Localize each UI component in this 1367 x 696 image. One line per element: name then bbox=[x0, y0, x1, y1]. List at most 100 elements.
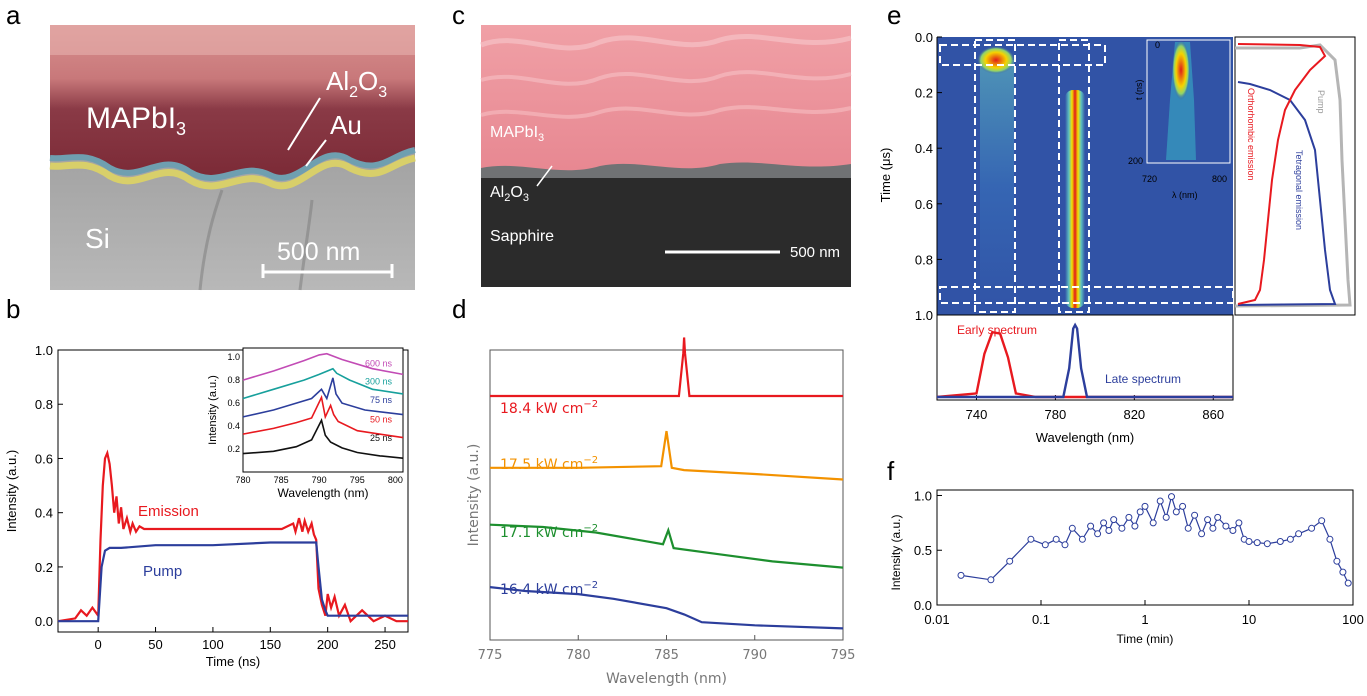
profile-label-pump: Pump bbox=[1316, 90, 1326, 114]
sem-a-si-label: Si bbox=[85, 223, 110, 254]
b-inset-series-1 bbox=[242, 367, 404, 400]
selection-boxes bbox=[939, 39, 1234, 313]
b-inset-ytick: 0.8 bbox=[227, 375, 240, 385]
f-xlabel: Time (min) bbox=[1117, 632, 1174, 646]
b-inset-series-label: 50 ns bbox=[370, 415, 393, 425]
sem-image-a: MAPbI3 Al2O3 Au Si 500 nm bbox=[49, 25, 416, 291]
b-inset-series-4 bbox=[242, 418, 404, 459]
f-data-point bbox=[1131, 522, 1139, 530]
f-xtick-label: 0.1 bbox=[1032, 612, 1050, 627]
b-xlabel: Time (ns) bbox=[206, 654, 260, 669]
f-data-point bbox=[1041, 541, 1049, 549]
b-ytick-label: 0.0 bbox=[35, 614, 53, 629]
panel-label-a: a bbox=[6, 0, 21, 30]
b-inset-xtick: 790 bbox=[312, 475, 327, 485]
panel-label-c: c bbox=[452, 0, 465, 30]
f-data-point bbox=[1308, 524, 1316, 532]
f-data-point bbox=[1295, 530, 1303, 538]
f-data-point bbox=[1276, 538, 1284, 545]
f-data-point bbox=[957, 571, 965, 579]
f-data-point bbox=[1326, 535, 1334, 543]
f-xtick-label: 100 bbox=[1342, 612, 1364, 627]
f-xtick-label: 1 bbox=[1141, 612, 1148, 627]
b-inset-xtick: 780 bbox=[235, 475, 250, 485]
f-data-point bbox=[1245, 538, 1253, 545]
b-plot-frame bbox=[57, 349, 409, 633]
d-series-label-1: 17.5 kW cm−2 bbox=[500, 455, 598, 473]
profile-tetragonal bbox=[1237, 81, 1337, 306]
d-series-1 bbox=[490, 430, 844, 481]
f-data-point bbox=[1052, 535, 1060, 543]
sem-c-sapphire-label: Sapphire bbox=[490, 228, 554, 245]
b-xtick-label: 150 bbox=[259, 637, 281, 652]
b-annotation-pump: Pump bbox=[143, 563, 182, 580]
e-ytick-label: 0.0 bbox=[915, 30, 933, 45]
e-ytick-label: 0.4 bbox=[915, 141, 933, 156]
d-series-label-3: 16.4 kW cm−2 bbox=[500, 580, 598, 598]
f-data-point bbox=[1141, 502, 1149, 510]
b-inset-series-2 bbox=[242, 377, 404, 418]
b-inset-xtick: 800 bbox=[388, 475, 403, 485]
streak-band-tetragonal bbox=[1065, 90, 1085, 308]
f-data-point bbox=[1235, 519, 1243, 527]
b-annotation-emission: Emission bbox=[138, 503, 199, 520]
d-series-label-2: 17.1 kW cm−2 bbox=[500, 523, 598, 541]
f-data-point bbox=[1061, 541, 1069, 549]
sem-image-c: MAPbI3 Al2O3 Sapphire 500 nm bbox=[480, 25, 852, 287]
d-xlabel: Wavelength (nm) bbox=[606, 671, 727, 687]
b-inset-ylabel: Intensity (a.u.) bbox=[207, 375, 219, 445]
f-data-point bbox=[1100, 519, 1108, 527]
d-ylabel: Intensity (a.u.) bbox=[466, 444, 482, 547]
f-data-point bbox=[1162, 513, 1170, 521]
b-inset-xlabel: Wavelength (nm) bbox=[278, 486, 369, 500]
f-data-point bbox=[1068, 524, 1076, 532]
f-data-point bbox=[1168, 493, 1175, 501]
f-data-point bbox=[1172, 508, 1180, 516]
f-data-point bbox=[1087, 522, 1095, 530]
b-inset-xtick: 785 bbox=[274, 475, 289, 485]
f-ytick-label: 1.0 bbox=[914, 488, 932, 503]
b-inset-ytick: 0.2 bbox=[227, 444, 240, 454]
f-data-point bbox=[1286, 535, 1294, 543]
b-inset-series-label: 600 ns bbox=[365, 358, 393, 368]
f-data-point bbox=[1184, 524, 1192, 532]
f-data-point bbox=[987, 576, 995, 584]
f-ytick-label: 0.0 bbox=[914, 598, 932, 613]
e-ytick-label: 0.8 bbox=[915, 252, 933, 267]
f-data-point bbox=[1136, 508, 1144, 516]
b-inset-series-0 bbox=[242, 352, 404, 381]
sem-c-mapbi3-label: MAPbI3 bbox=[490, 124, 544, 144]
b-inset-series-label: 25 ns bbox=[370, 433, 393, 443]
b-ytick-label: 0.8 bbox=[35, 397, 53, 412]
f-data-point bbox=[1078, 535, 1086, 543]
f-data-point bbox=[1179, 502, 1187, 510]
f-xtick-label: 0.01 bbox=[924, 612, 949, 627]
f-data-point bbox=[1263, 540, 1271, 548]
b-xtick-label: 0 bbox=[95, 637, 102, 652]
profile-label-tetragonal: Tetragonal emission bbox=[1294, 150, 1304, 230]
b-xtick-label: 100 bbox=[202, 637, 224, 652]
streak-band-orthorhombic-tail bbox=[980, 60, 1014, 315]
b-xtick-label: 200 bbox=[317, 637, 339, 652]
inset-e-xtick-800: 800 bbox=[1212, 174, 1227, 184]
f-data-point bbox=[1318, 517, 1326, 525]
d-series-3 bbox=[489, 586, 844, 630]
f-data-point bbox=[1118, 524, 1126, 532]
d-series-2 bbox=[489, 523, 844, 569]
f-data-point bbox=[1253, 539, 1261, 547]
e-spec-label-early: Early spectrum bbox=[957, 323, 1037, 337]
sem-c-scalebar-label: 500 nm bbox=[790, 244, 840, 261]
f-data-point bbox=[1344, 579, 1352, 587]
e-ytick-label: 0.2 bbox=[915, 86, 933, 101]
d-xtick-label: 785 bbox=[654, 648, 679, 663]
b-ylabel: Intensity (a.u.) bbox=[4, 450, 19, 532]
f-data-point bbox=[1027, 535, 1035, 543]
f-data-point bbox=[1105, 527, 1113, 534]
f-data-point bbox=[1110, 516, 1118, 524]
e-spec-xtick-label: 780 bbox=[1045, 407, 1067, 422]
e-spec-xtick-label: 740 bbox=[966, 407, 988, 422]
e-spec-label-late: Late spectrum bbox=[1105, 372, 1181, 386]
chart-b: 0 50 100 150 200 250 0.0 0.2 0.4 0.6 0.8 1.0 Time (n… bbox=[4, 343, 409, 669]
b-inset-series-3 bbox=[242, 394, 404, 439]
